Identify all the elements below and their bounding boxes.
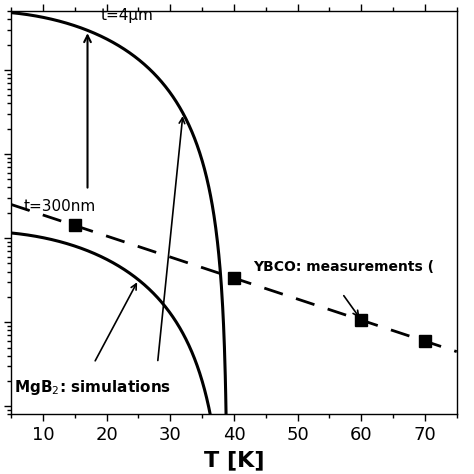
Text: t=300nm: t=300nm: [24, 199, 96, 214]
Text: MgB$_2$: simulations: MgB$_2$: simulations: [14, 378, 172, 397]
Text: YBCO: measurements (: YBCO: measurements (: [253, 260, 434, 274]
Text: t=4μm: t=4μm: [100, 8, 153, 23]
X-axis label: T [K]: T [K]: [204, 450, 264, 470]
